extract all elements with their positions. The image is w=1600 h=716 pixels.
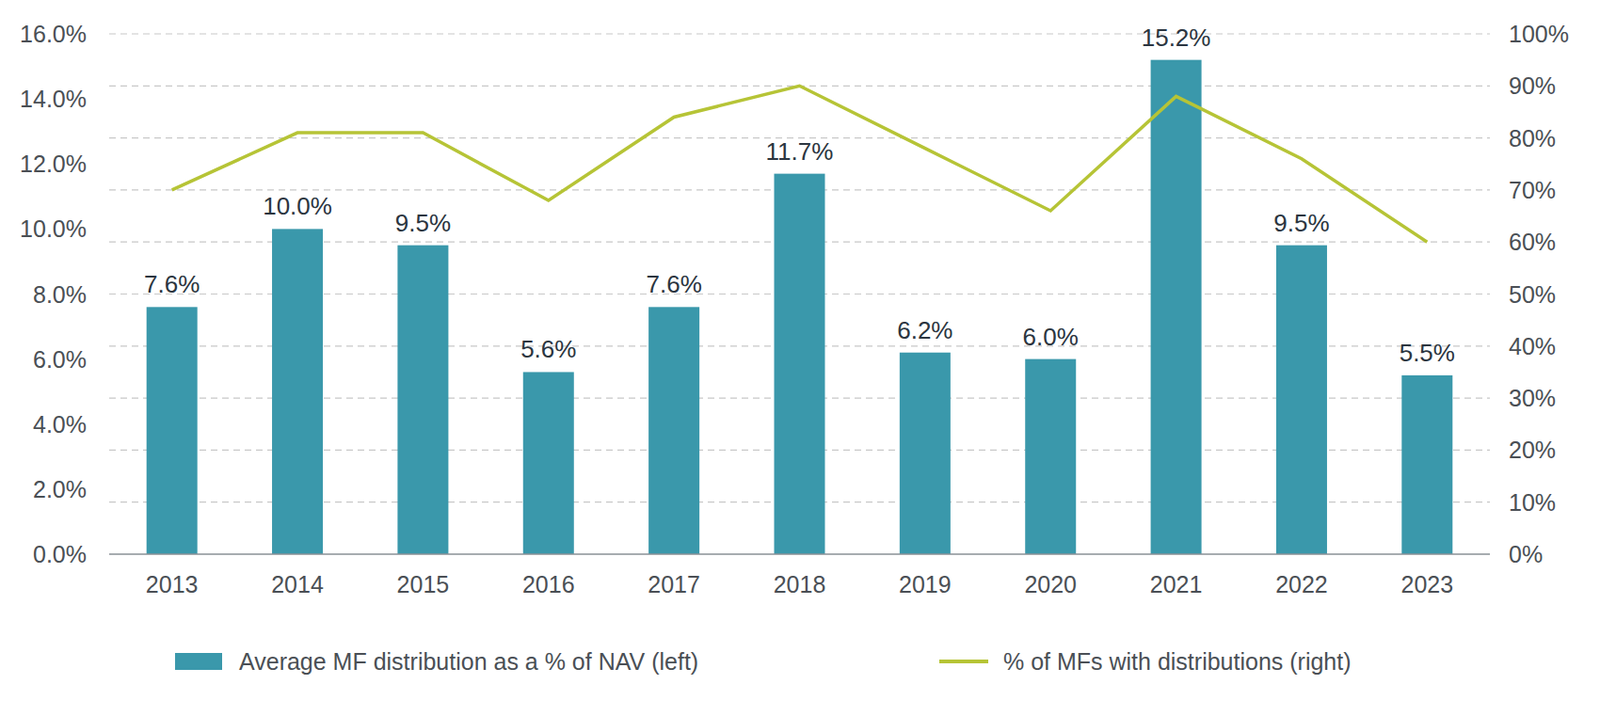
- x-tick-label: 2021: [1150, 571, 1203, 598]
- legend-swatch: [939, 659, 989, 664]
- bar: [397, 245, 448, 555]
- bar: [1401, 375, 1453, 555]
- data-label: 5.5%: [1399, 338, 1456, 368]
- x-tick-label: 2016: [522, 571, 576, 598]
- y-tick-label: 6.0%: [32, 346, 87, 373]
- legend-label: Average MF distribution as a % of NAV (l…: [239, 648, 699, 675]
- y2-tick-label: 40%: [1508, 333, 1556, 360]
- y2-tick-label: 0%: [1508, 541, 1543, 568]
- y2-tick: [1489, 398, 1494, 400]
- x-tick-label: 2023: [1401, 571, 1455, 598]
- y2-tick-label: 10%: [1508, 489, 1556, 516]
- marks: [146, 60, 1454, 555]
- bar: [523, 371, 575, 555]
- data-label: 7.6%: [646, 270, 703, 299]
- grid-line: [109, 32, 1490, 34]
- y2-tick-label: 80%: [1508, 125, 1556, 152]
- data-label: 10.0%: [262, 192, 333, 221]
- y2-tick-label: 90%: [1508, 72, 1556, 99]
- y2-tick: [1489, 501, 1494, 503]
- y-tick: [105, 163, 110, 165]
- y-tick-label: 10.0%: [19, 215, 87, 242]
- y2-tick: [1489, 554, 1494, 556]
- y-tick: [105, 488, 110, 490]
- chart: 0.0% 2.0% 4.0% 6.0% 8.0% 10.0% 12.0% 14.0% 16.0%…: [0, 0, 1600, 716]
- y2-tick: [1489, 189, 1494, 191]
- y-tick-label: 16.0%: [19, 20, 87, 48]
- y-tick: [105, 293, 110, 295]
- bar: [648, 306, 700, 555]
- bar: [272, 228, 323, 555]
- y2-tick: [1489, 33, 1494, 35]
- data-label: 11.7%: [766, 137, 834, 166]
- y-tick-label: 12.0%: [19, 150, 87, 177]
- y2-tick-label: 50%: [1508, 281, 1556, 308]
- bar: [1151, 60, 1202, 555]
- y-axis: 0.0% 2.0% 4.0% 6.0% 8.0% 10.0% 12.0% 14.0% 16.0%: [19, 20, 110, 568]
- y-tick: [105, 554, 110, 556]
- bar: [1024, 359, 1076, 555]
- x-tick-label: 2015: [397, 571, 450, 598]
- y-tick-label: 14.0%: [19, 85, 87, 112]
- x-axis: 2013 2014 2015 2016 2017 2018 2019 2020 2021 2022…: [109, 554, 1490, 598]
- legend-label: % of MFs with distributions (right): [1003, 648, 1352, 675]
- x-tick-label: 2022: [1275, 571, 1328, 598]
- y2-tick: [1489, 345, 1494, 347]
- bar: [1276, 245, 1328, 555]
- x-tick-label: 2017: [647, 571, 701, 598]
- x-tick-label: 2019: [898, 571, 952, 598]
- line: [172, 85, 1428, 242]
- y2-axis: 0% 10% 20% 30% 40% 50% 60% 70% 80% 90% 100%: [1489, 20, 1569, 568]
- data-label: 9.5%: [395, 208, 451, 238]
- y-tick: [105, 358, 110, 360]
- y-tick: [105, 98, 110, 100]
- y2-tick-label: 30%: [1508, 384, 1556, 412]
- y-tick: [105, 423, 110, 425]
- x-tick-label: 2020: [1024, 571, 1077, 598]
- data-label: 9.5%: [1273, 208, 1329, 238]
- y-tick-label: 2.0%: [32, 476, 87, 503]
- y-tick: [105, 228, 110, 230]
- data-label: 15.2%: [1141, 23, 1212, 52]
- data-label: 6.0%: [1023, 322, 1079, 352]
- bar: [774, 174, 826, 555]
- data-labels: 7.6% 10.0% 9.5% 5.6% 7.6% 11.7% 6.2% 6.0% 15.2% 9…: [144, 23, 1456, 368]
- y-tick-label: 8.0%: [32, 281, 87, 308]
- y-tick-label: 4.0%: [32, 411, 87, 438]
- y-tick: [105, 33, 110, 35]
- y2-tick-label: 20%: [1508, 436, 1556, 464]
- data-label: 5.6%: [520, 335, 576, 364]
- y2-tick-label: 70%: [1508, 176, 1556, 204]
- x-tick-label: 2013: [145, 571, 199, 598]
- data-label: 7.6%: [144, 270, 200, 299]
- y2-tick: [1489, 293, 1494, 295]
- x-tick-label: 2018: [773, 571, 827, 598]
- y2-tick: [1489, 241, 1494, 243]
- data-label: 6.2%: [896, 316, 953, 345]
- x-tick-label: 2014: [271, 571, 324, 598]
- y-tick-label: 0.0%: [32, 541, 87, 568]
- y2-tick: [1489, 449, 1494, 451]
- y2-tick-label: 100%: [1508, 20, 1569, 48]
- legend-swatch: [175, 653, 223, 671]
- y2-tick: [1489, 137, 1494, 139]
- legend: Average MF distribution as a % of NAV (l…: [175, 648, 1352, 675]
- y2-tick: [1489, 85, 1494, 87]
- x-axis-line: [109, 553, 1490, 556]
- bar: [899, 352, 951, 555]
- y2-tick-label: 60%: [1508, 228, 1556, 256]
- bar: [146, 306, 198, 555]
